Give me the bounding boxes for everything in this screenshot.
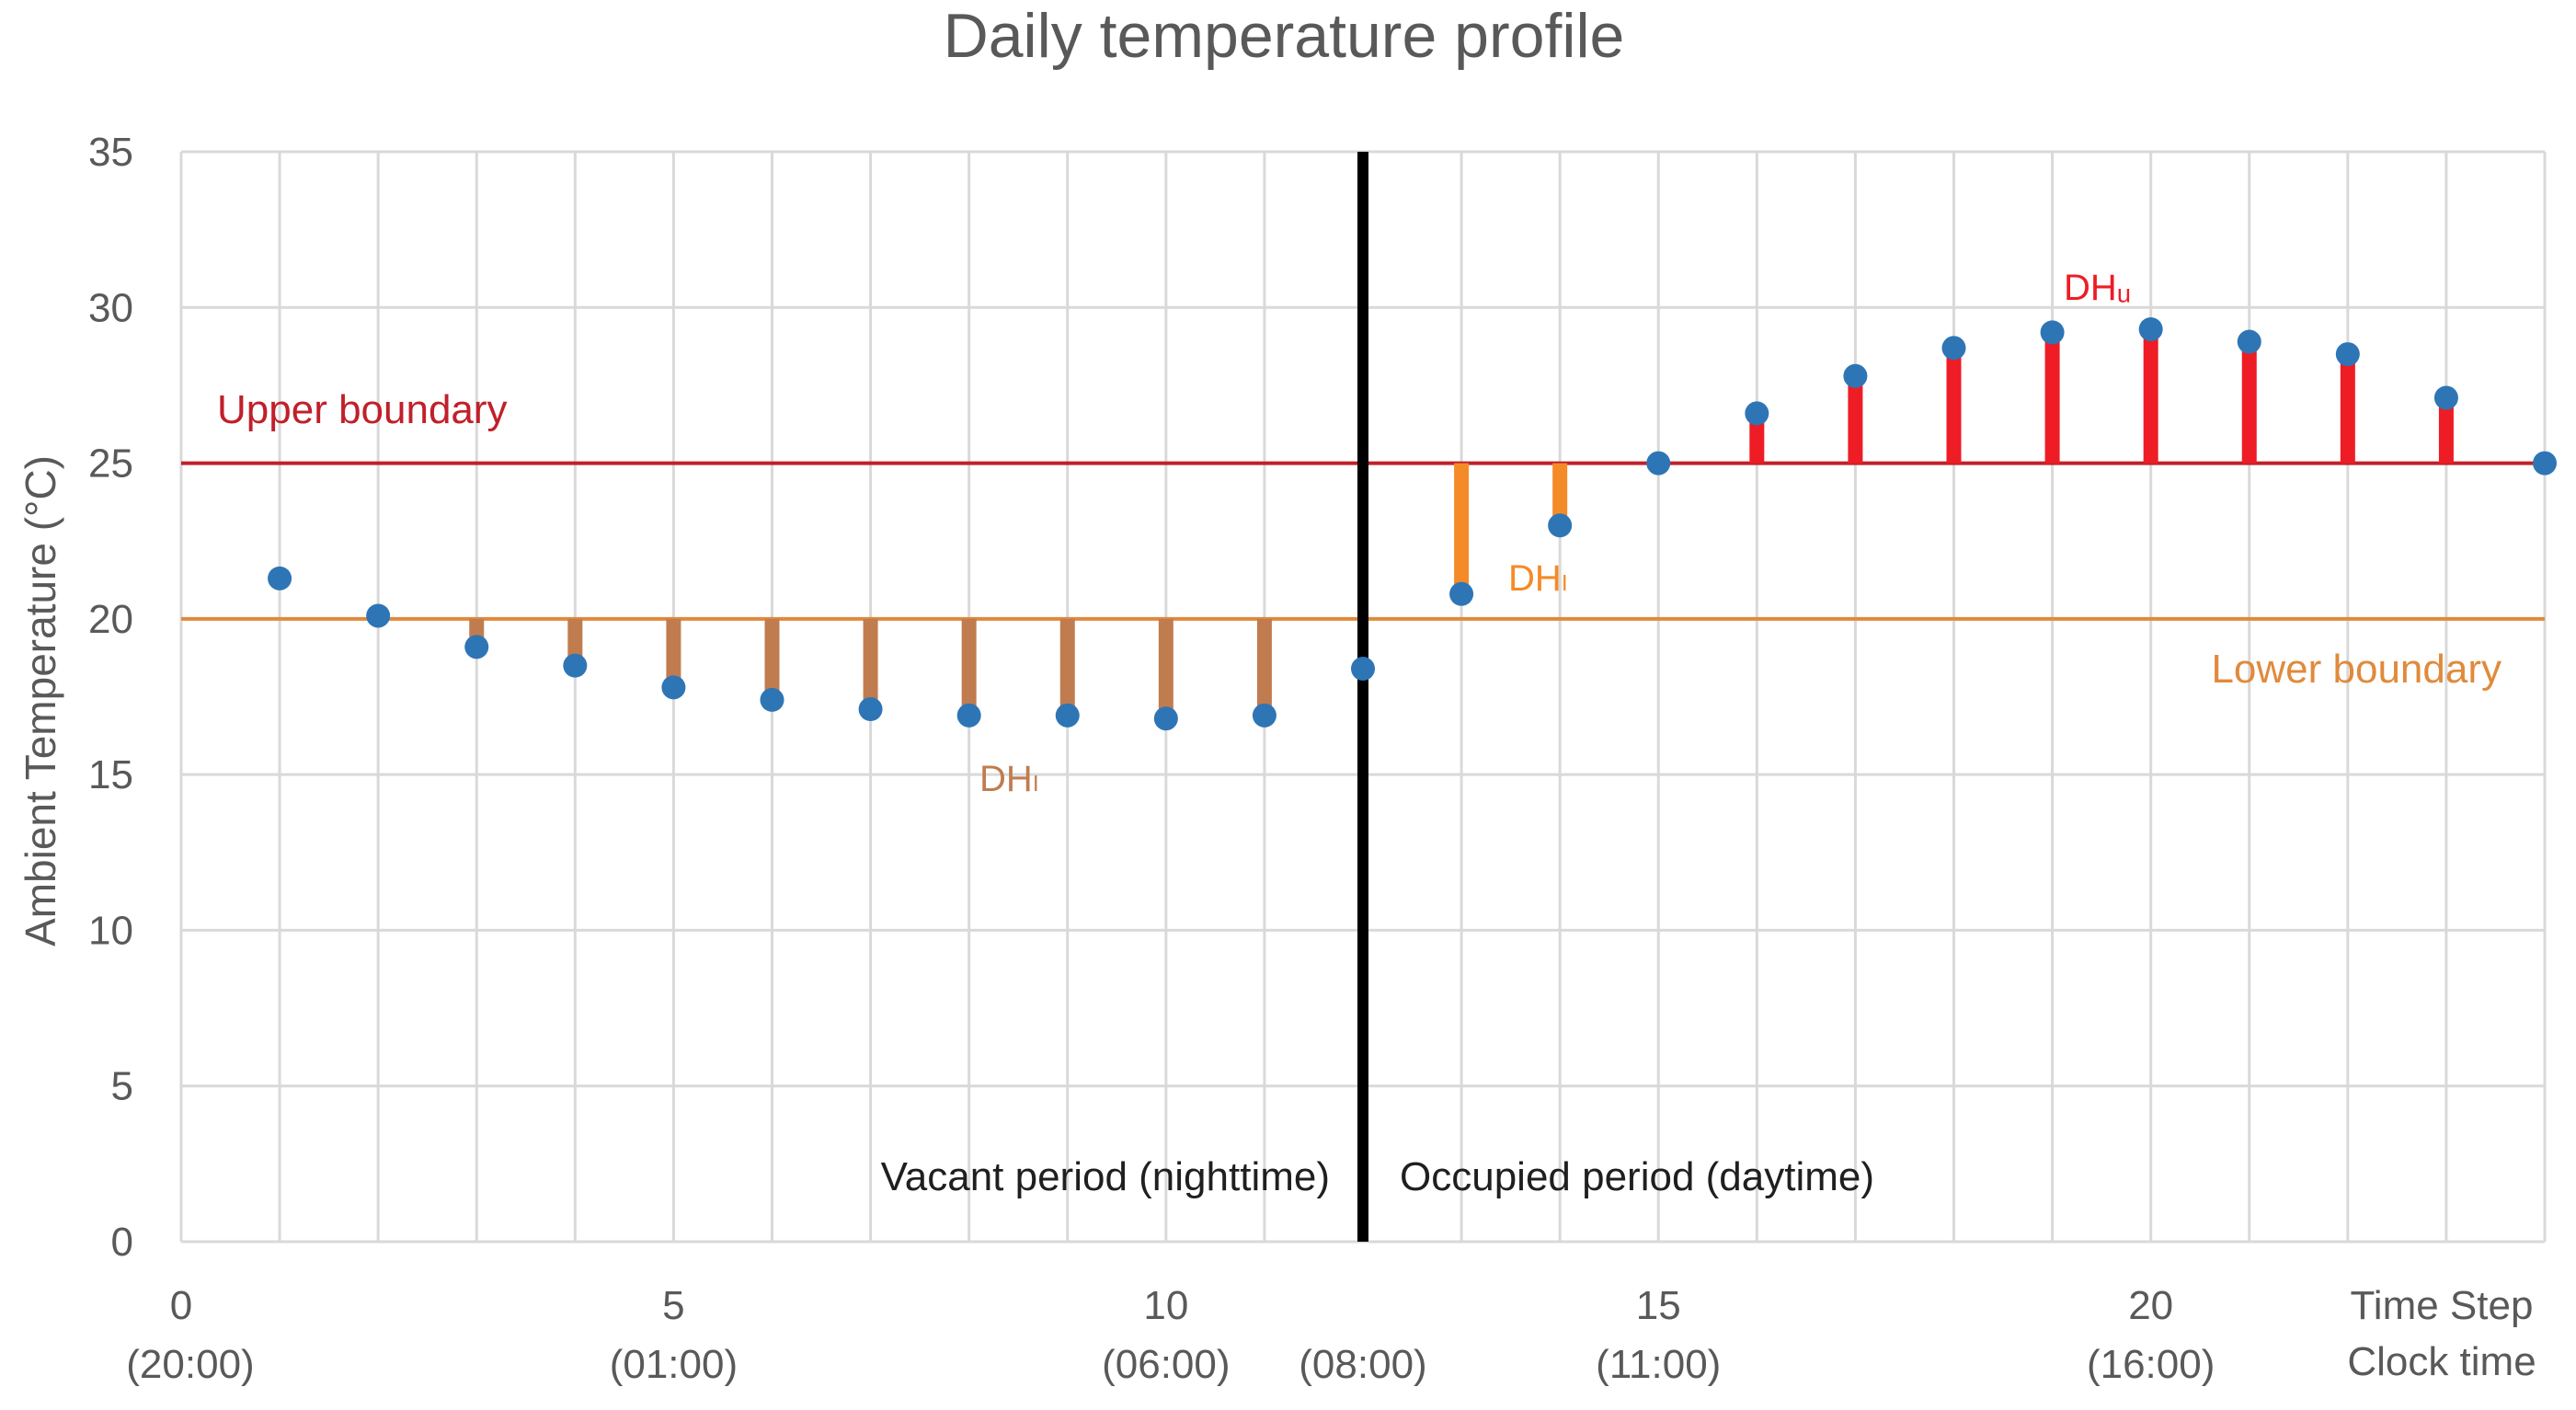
clock-tick-labels: (20:00) (01:00) (06:00) (08:00) (11:00) (16:0…	[126, 1342, 2215, 1387]
data-point	[956, 703, 981, 728]
data-point	[1843, 363, 1868, 388]
x-tick-label: 15	[1636, 1283, 1681, 1328]
data-point	[2040, 320, 2065, 345]
data-point	[268, 566, 292, 590]
deviation-label-night-lower: DHₗ	[979, 759, 1038, 799]
y-tick-label: 5	[111, 1064, 133, 1109]
occupied-period-label: Occupied period (daytime)	[1400, 1154, 1874, 1199]
data-point	[1941, 336, 1966, 361]
data-point	[2533, 451, 2557, 476]
y-tick-label: 30	[88, 285, 133, 330]
x-tick-label: 10	[1143, 1283, 1188, 1328]
x-axis-clock-label: Clock time	[2347, 1339, 2536, 1384]
y-tick-label: 10	[88, 908, 133, 953]
y-tick-label: 35	[88, 130, 133, 175]
data-point	[1055, 703, 1080, 728]
clock-tick-label: (16:00)	[2087, 1342, 2215, 1387]
vacant-period-label: Vacant period (nighttime)	[881, 1154, 1330, 1199]
upper-boundary-label: Upper boundary	[217, 387, 508, 432]
x-tick-labels: 0 5 10 15 20	[170, 1283, 2173, 1328]
data-point	[1153, 706, 1178, 731]
deviation-label-day-lower: DHₗ	[1508, 558, 1567, 599]
lower-boundary-label: Lower boundary	[2211, 647, 2502, 692]
data-point	[464, 635, 489, 659]
x-tick-label: 0	[170, 1283, 192, 1328]
data-point	[2335, 342, 2360, 367]
data-point	[366, 603, 391, 628]
x-tick-label: 20	[2128, 1283, 2173, 1328]
y-tick-label: 25	[88, 441, 133, 487]
y-tick-label: 15	[88, 752, 133, 797]
data-point	[1252, 703, 1277, 728]
y-axis-label: Ambient Temperature (°C)	[17, 455, 64, 946]
data-point	[2138, 316, 2163, 341]
y-tick-label: 0	[111, 1220, 133, 1265]
data-point	[760, 687, 784, 712]
data-point	[1745, 401, 1769, 426]
data-point	[1548, 513, 1573, 538]
clock-tick-label: (06:00)	[1102, 1342, 1230, 1387]
data-point	[1351, 657, 1375, 682]
chart-title: Daily temperature profile	[944, 1, 1625, 71]
deviation-label-day-upper: DHᵤ	[2064, 268, 2131, 308]
clock-tick-label: (11:00)	[1596, 1342, 1721, 1387]
x-axis-label: Time Step	[2351, 1283, 2534, 1328]
data-point	[2237, 329, 2261, 354]
clock-tick-label: (08:00)	[1299, 1342, 1426, 1387]
data-point	[858, 697, 883, 722]
clock-tick-label: (20:00)	[126, 1342, 254, 1387]
x-tick-label: 5	[662, 1283, 684, 1328]
data-point	[1646, 451, 1671, 476]
data-point	[661, 675, 686, 700]
data-point	[563, 653, 588, 678]
data-points	[268, 316, 2557, 731]
data-point	[2433, 385, 2458, 410]
y-tick-label: 20	[88, 597, 133, 642]
y-tick-labels: 0 5 10 15 20 25 30 35	[88, 130, 133, 1265]
clock-tick-label: (01:00)	[610, 1342, 738, 1387]
data-point	[1449, 581, 1474, 606]
